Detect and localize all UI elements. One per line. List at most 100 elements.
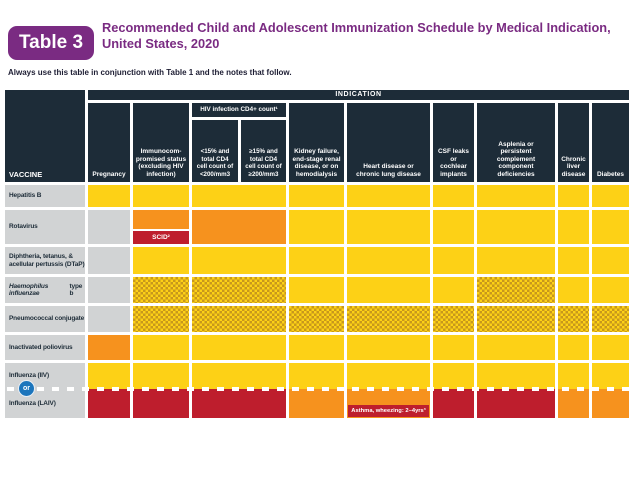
or-badge: or <box>18 380 35 397</box>
cell-hepatitis-b-hiv <box>192 185 286 207</box>
vaccine-row-pneumococcal: Pneumococcal conjugate <box>5 306 629 332</box>
cell-pneumococcal-kidney <box>289 306 344 332</box>
vaccine-row-hib: Haemophilus influenzae type b <box>5 277 629 303</box>
cell-hepatitis-b-kidney <box>289 185 344 207</box>
cell-iiv-liver <box>558 363 589 389</box>
cell-hib-csf <box>433 277 474 303</box>
cell-ipv-hiv <box>192 335 286 360</box>
page-title-line1: Recommended Child and Adolescent Immuniz… <box>102 20 611 35</box>
cell-dtap-immunocompromised <box>133 247 189 274</box>
cell-pneumococcal-csf <box>433 306 474 332</box>
vaccine-label-hepatitis-b: Hepatitis B <box>5 185 85 207</box>
table-header: VACCINE INDICATION Pregnancy Immunocom- … <box>5 90 629 182</box>
cell-hepatitis-b-diabetes <box>592 185 629 207</box>
cell-rotavirus-immunocompromised-orange <box>133 210 189 229</box>
column-header-asplenia: Asplenia or persistent complement compon… <box>477 103 555 182</box>
cell-pneumococcal-immunocompromised <box>133 306 189 332</box>
cell-hib-diabetes <box>592 277 629 303</box>
vaccine-label-iiv: Influenza (IIV) <box>5 363 85 389</box>
vaccine-label-laiv: Influenza (LAIV) <box>5 389 85 418</box>
page-title: Recommended Child and Adolescent Immuniz… <box>102 20 632 52</box>
cell-dtap-asplenia <box>477 247 555 274</box>
cell-rotavirus-hiv <box>192 210 286 244</box>
column-header-kidney: Kidney failure, end-stage renal disease,… <box>289 103 344 182</box>
cell-dtap-heart <box>347 247 430 274</box>
column-header-pregnancy: Pregnancy <box>88 103 130 182</box>
or-dashed-divider <box>7 387 629 391</box>
column-header-liver: Chronic liver disease <box>558 103 589 182</box>
cell-ipv-heart <box>347 335 430 360</box>
cell-hepatitis-b-liver <box>558 185 589 207</box>
cell-laiv-csf <box>433 389 474 418</box>
cell-ipv-pregnancy <box>88 335 130 360</box>
cell-hib-kidney <box>289 277 344 303</box>
vaccine-label-ipv: Inactivated poliovirus <box>5 335 85 360</box>
cell-hib-hiv <box>192 277 286 303</box>
cell-hib-heart <box>347 277 430 303</box>
cell-iiv-immunocompromised <box>133 363 189 389</box>
column-header-heart: Heart disease or chronic lung disease <box>347 103 430 182</box>
cell-dtap-pregnancy <box>88 247 130 274</box>
cell-dtap-kidney <box>289 247 344 274</box>
cell-dtap-hiv <box>192 247 286 274</box>
cell-ipv-immunocompromised <box>133 335 189 360</box>
vaccine-row-hepatitis-b: Hepatitis B <box>5 185 629 207</box>
cell-pneumococcal-heart <box>347 306 430 332</box>
usage-note: Always use this table in conjunction wit… <box>8 68 292 77</box>
cell-iiv-kidney <box>289 363 344 389</box>
cell-laiv-diabetes <box>592 389 629 418</box>
cell-ipv-kidney <box>289 335 344 360</box>
cell-ipv-asplenia <box>477 335 555 360</box>
cell-laiv-asplenia <box>477 389 555 418</box>
cell-dtap-diabetes <box>592 247 629 274</box>
cell-iiv-heart <box>347 363 430 389</box>
cell-rotavirus-csf <box>433 210 474 244</box>
cell-iiv-csf <box>433 363 474 389</box>
cell-rotavirus-asplenia <box>477 210 555 244</box>
cell-hepatitis-b-csf <box>433 185 474 207</box>
cell-iiv-diabetes <box>592 363 629 389</box>
cell-ipv-csf <box>433 335 474 360</box>
cell-hepatitis-b-heart <box>347 185 430 207</box>
cell-hib-pregnancy <box>88 277 130 303</box>
cell-hepatitis-b-pregnancy <box>88 185 130 207</box>
vaccine-row-iiv: Influenza (IIV) <box>5 363 629 389</box>
vaccine-row-dtap: Diphtheria, tetanus, & acellular pertuss… <box>5 247 629 274</box>
cell-dtap-liver <box>558 247 589 274</box>
cell-rotavirus-kidney <box>289 210 344 244</box>
column-header-vaccine: VACCINE <box>5 90 85 182</box>
vaccine-row-rotavirus: Rotavirus SCID² <box>5 210 629 244</box>
cell-hib-immunocompromised <box>133 277 189 303</box>
vaccine-label-rotavirus: Rotavirus <box>5 210 85 244</box>
cell-laiv-hiv <box>192 389 286 418</box>
cell-pneumococcal-diabetes <box>592 306 629 332</box>
cell-pneumococcal-liver <box>558 306 589 332</box>
column-header-hiv-ge15: ≥15% and total CD4 cell count of ≥200/mm… <box>241 120 286 182</box>
cell-hib-liver <box>558 277 589 303</box>
column-header-immunocompromised: Immunocom- promised status (excluding HI… <box>133 103 189 182</box>
column-header-hiv-group: HIV infection CD4+ count¹ <box>192 103 286 117</box>
table-number-badge: Table 3 <box>8 26 94 60</box>
asthma-wheezing-label: Asthma, wheezing: 2–4yrs³ <box>348 405 429 417</box>
cell-rotavirus-pregnancy <box>88 210 130 244</box>
page-title-line2: United States, 2020 <box>102 36 220 51</box>
vaccine-label-dtap: Diphtheria, tetanus, & acellular pertuss… <box>5 247 85 274</box>
scid-label: SCID² <box>133 231 189 244</box>
immunization-indication-table: VACCINE INDICATION Pregnancy Immunocom- … <box>5 90 629 418</box>
cell-iiv-pregnancy <box>88 363 130 389</box>
column-header-hiv-lt15: <15% and total CD4 cell count of <200/mm… <box>192 120 238 182</box>
vaccine-row-laiv: Influenza (LAIV) Asthma, wheezing: 2–4yrs… <box>5 380 629 418</box>
cell-pneumococcal-asplenia <box>477 306 555 332</box>
cell-hib-asplenia <box>477 277 555 303</box>
cell-iiv-hiv <box>192 363 286 389</box>
vaccine-label-pneumococcal: Pneumococcal conjugate <box>5 306 85 332</box>
cell-laiv-pregnancy <box>88 389 130 418</box>
cell-laiv-immunocompromised <box>133 389 189 418</box>
indication-band: INDICATION <box>88 90 629 100</box>
cell-laiv-heart: Asthma, wheezing: 2–4yrs³ <box>347 389 430 418</box>
cell-iiv-asplenia <box>477 363 555 389</box>
cell-laiv-liver <box>558 389 589 418</box>
cell-ipv-liver <box>558 335 589 360</box>
cell-ipv-diabetes <box>592 335 629 360</box>
cell-laiv-kidney <box>289 389 344 418</box>
